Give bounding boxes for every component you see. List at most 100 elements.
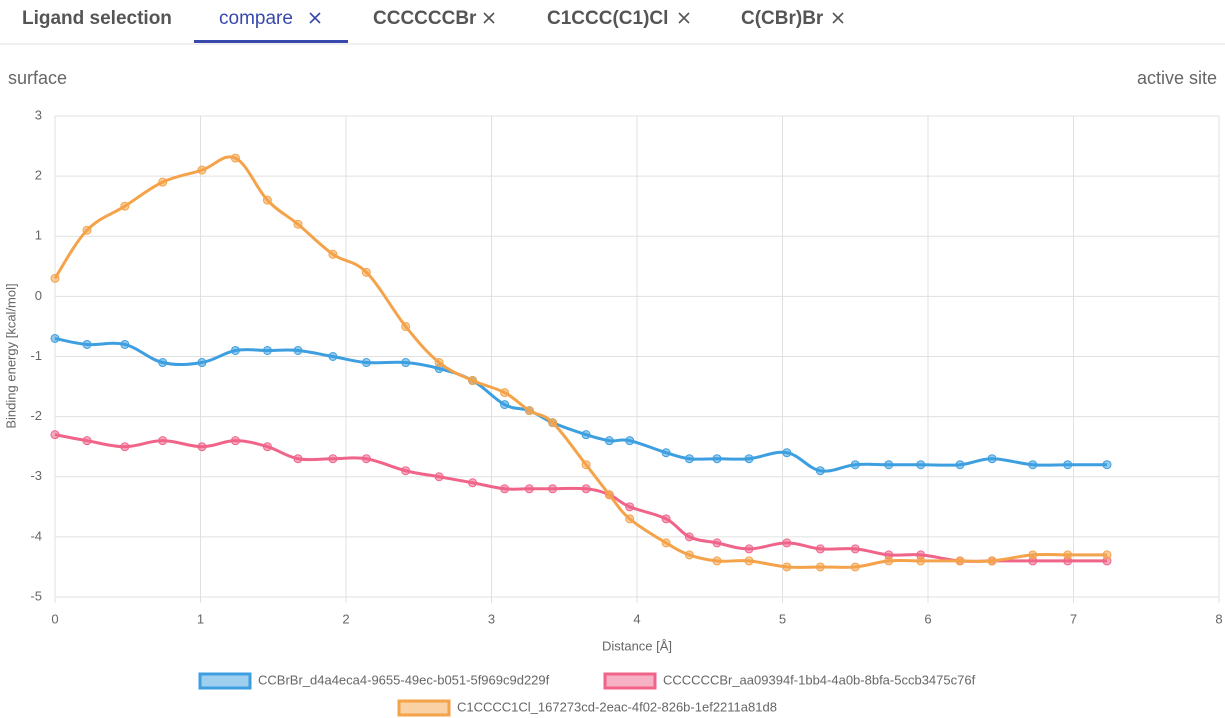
data-point bbox=[661, 514, 671, 524]
data-point bbox=[82, 339, 92, 349]
x-tick-label: 2 bbox=[342, 611, 349, 626]
tab[interactable]: Ligand selection bbox=[22, 8, 172, 29]
data-point bbox=[293, 219, 303, 229]
close-icon[interactable] bbox=[309, 12, 321, 24]
data-point bbox=[230, 345, 240, 355]
y-tick-label: -4 bbox=[30, 528, 42, 543]
data-point bbox=[604, 490, 614, 500]
data-point bbox=[955, 556, 965, 566]
x-axis-label: Distance [Å] bbox=[602, 638, 672, 653]
data-point bbox=[120, 201, 130, 211]
x-tick-label: 7 bbox=[1070, 611, 1077, 626]
plot bbox=[50, 153, 1112, 572]
legend-swatch bbox=[198, 672, 252, 690]
data-point bbox=[661, 538, 671, 548]
series-line bbox=[53, 155, 1107, 569]
tab[interactable]: CCCCCCBr bbox=[373, 8, 477, 29]
y-tick-label: -5 bbox=[30, 588, 42, 603]
data-point bbox=[744, 454, 754, 464]
data-point bbox=[1028, 550, 1038, 560]
data-point bbox=[684, 532, 694, 542]
x-tick-label: 6 bbox=[924, 611, 931, 626]
x-tick-label: 8 bbox=[1215, 611, 1222, 626]
data-point bbox=[684, 550, 694, 560]
data-point bbox=[361, 358, 371, 368]
data-point bbox=[262, 442, 272, 452]
data-point bbox=[916, 460, 926, 470]
data-point bbox=[712, 556, 722, 566]
y-tick-label: -1 bbox=[30, 348, 42, 363]
data-point bbox=[361, 267, 371, 277]
tab[interactable]: compare bbox=[219, 8, 293, 29]
y-tick-label: -3 bbox=[30, 468, 42, 483]
data-point bbox=[1102, 460, 1112, 470]
data-point bbox=[293, 345, 303, 355]
data-point bbox=[500, 388, 510, 398]
data-point bbox=[850, 562, 860, 572]
data-point bbox=[604, 436, 614, 446]
data-point bbox=[524, 406, 534, 416]
data-point bbox=[197, 358, 207, 368]
tab[interactable]: C1CCC(C1)Cl bbox=[547, 8, 668, 29]
data-point bbox=[500, 400, 510, 410]
annotation: active site bbox=[1137, 68, 1217, 88]
data-point bbox=[468, 478, 478, 488]
data-point bbox=[815, 562, 825, 572]
data-point bbox=[82, 436, 92, 446]
x-tick-label: 1 bbox=[197, 611, 204, 626]
close-icon[interactable] bbox=[832, 12, 844, 24]
x-tick-label: 5 bbox=[779, 611, 786, 626]
data-point bbox=[548, 484, 558, 494]
data-point bbox=[625, 514, 635, 524]
data-point bbox=[524, 484, 534, 494]
data-point bbox=[328, 454, 338, 464]
data-point bbox=[120, 442, 130, 452]
data-point bbox=[328, 249, 338, 259]
legend-label: CCCCCCBr_aa09394f-1bb4-4a0b-8bfa-5ccb347… bbox=[663, 672, 976, 687]
data-point bbox=[548, 418, 558, 428]
data-point bbox=[361, 454, 371, 464]
data-point bbox=[815, 466, 825, 476]
data-point bbox=[328, 352, 338, 361]
y-tick-label: 3 bbox=[35, 107, 42, 122]
y-axis-label: Binding energy [kcal/mol] bbox=[3, 283, 18, 428]
data-point bbox=[401, 321, 411, 331]
data-point bbox=[744, 544, 754, 554]
active-tab-indicator bbox=[194, 40, 348, 43]
y-tick-label: 2 bbox=[35, 168, 42, 183]
x-tick-label: 3 bbox=[488, 611, 495, 626]
data-point bbox=[293, 454, 303, 464]
data-point bbox=[50, 333, 60, 343]
legend-swatch bbox=[603, 672, 657, 690]
data-point bbox=[712, 454, 722, 464]
x-tick-label: 0 bbox=[51, 611, 58, 626]
data-point bbox=[434, 472, 444, 482]
data-point bbox=[884, 460, 894, 470]
legend-swatch bbox=[397, 699, 451, 717]
data-point bbox=[782, 562, 792, 572]
data-point bbox=[581, 460, 591, 470]
data-point bbox=[197, 442, 207, 452]
data-point bbox=[50, 273, 60, 283]
data-point bbox=[1063, 460, 1073, 470]
data-point bbox=[661, 448, 671, 458]
data-point bbox=[197, 165, 207, 175]
grid: -5 -4 -3 -2 -1 0 1 2 3 0 1 2 3 4 5 6 7 8 bbox=[30, 107, 1222, 626]
data-point bbox=[401, 358, 411, 368]
tab-bar: Ligand selection compare CCCCCCBr C1CCC(… bbox=[0, 8, 1225, 45]
data-point bbox=[684, 454, 694, 464]
tab[interactable]: C(CBr)Br bbox=[741, 8, 824, 29]
data-point bbox=[987, 454, 997, 464]
data-point bbox=[916, 556, 926, 566]
data-point bbox=[230, 153, 240, 163]
data-point bbox=[158, 358, 168, 368]
annotation: surface bbox=[8, 68, 67, 88]
data-point bbox=[468, 376, 478, 386]
data-point bbox=[120, 339, 130, 349]
close-icon[interactable] bbox=[483, 12, 495, 24]
data-point bbox=[434, 358, 444, 368]
y-tick-label: -2 bbox=[30, 408, 42, 423]
legend-label: CCBrBr_d4a4eca4-9655-49ec-b051-5f969c9d2… bbox=[258, 672, 550, 687]
close-icon[interactable] bbox=[678, 12, 690, 24]
